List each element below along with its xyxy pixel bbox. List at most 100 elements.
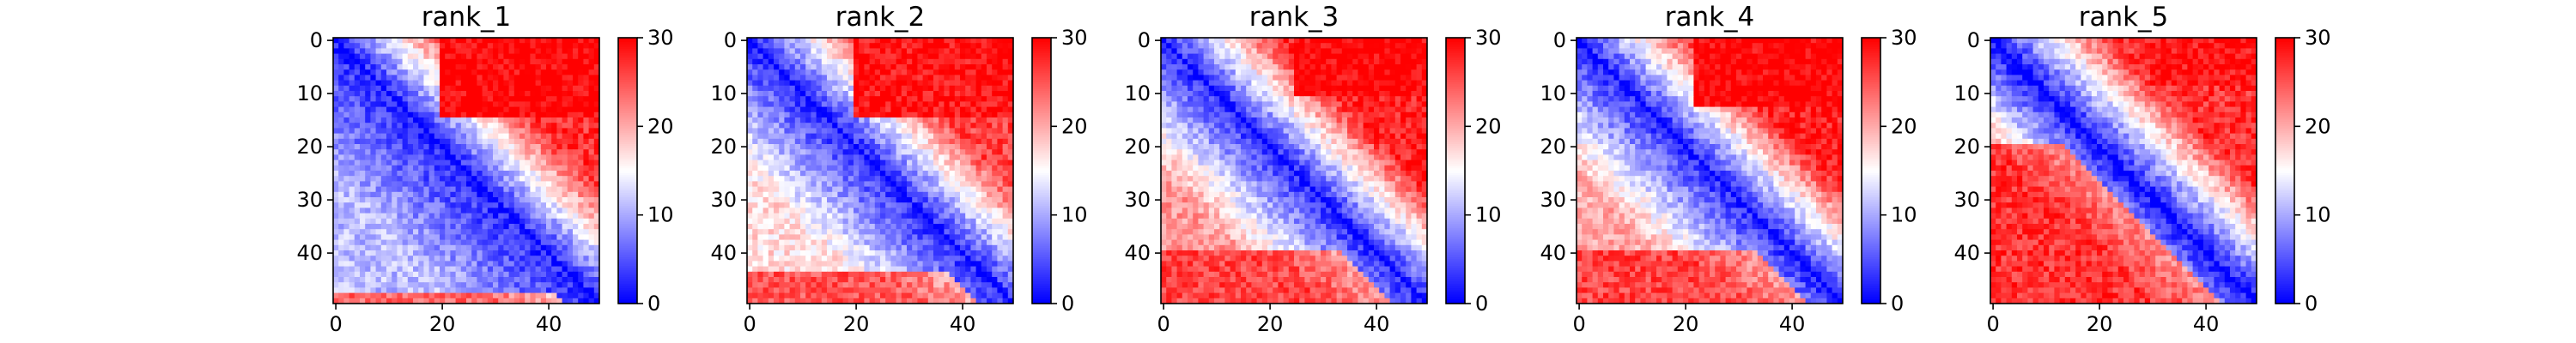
heatmap-cell (423, 176, 430, 182)
heatmap-cell (460, 106, 467, 113)
heatmap-cell (360, 202, 366, 208)
heatmap-cell (360, 165, 366, 172)
heatmap-cell (556, 43, 563, 49)
heatmap-cell (864, 96, 871, 102)
heatmap-cell (784, 171, 791, 177)
heatmap-cell (440, 181, 446, 188)
heatmap-cell (508, 191, 515, 198)
heatmap-cell (827, 171, 833, 177)
heatmap-cell (757, 69, 764, 75)
heatmap-cell (864, 191, 871, 198)
heatmap-cell (880, 191, 886, 198)
heatmap-cell (562, 250, 568, 256)
heatmap-cell (583, 261, 590, 268)
heatmap-cell (525, 38, 531, 44)
heatmap-cell (912, 202, 918, 208)
heatmap-cell (455, 266, 462, 273)
heatmap-cell (445, 159, 451, 166)
heatmap-cell (933, 250, 939, 256)
heatmap-cell (434, 149, 440, 155)
heatmap-cell (805, 176, 811, 182)
colorbar-step (618, 112, 637, 117)
heatmap-cell (503, 149, 510, 155)
heatmap-cell (907, 224, 913, 230)
heatmap-cell (556, 69, 563, 75)
heatmap-cell (428, 186, 435, 193)
heatmap-cell (970, 96, 977, 102)
heatmap-cell (380, 58, 387, 65)
heatmap-cell (789, 96, 796, 102)
heatmap-cell (397, 298, 404, 304)
heatmap-cell (556, 58, 563, 65)
heatmap-cell (493, 38, 499, 44)
heatmap-cell (975, 64, 982, 70)
heatmap-cell (455, 277, 462, 283)
heatmap-cell (762, 69, 769, 75)
heatmap-cell (407, 191, 414, 198)
colorbar-step (618, 219, 637, 223)
heatmap-cell (493, 197, 499, 203)
heatmap-cell (407, 149, 414, 155)
heatmap-cell (434, 101, 440, 108)
heatmap-cell (513, 48, 520, 55)
heatmap-cell (588, 123, 595, 129)
heatmap-cell (842, 282, 849, 288)
heatmap-cell (805, 266, 811, 273)
heatmap-cell (333, 53, 339, 60)
heatmap-cell (954, 149, 961, 155)
heatmap-cell (859, 58, 865, 65)
heatmap-cell (455, 191, 462, 198)
heatmap-cell (827, 213, 833, 220)
heatmap-cell (954, 250, 961, 256)
heatmap-cell (434, 144, 440, 150)
heatmap-cell (784, 149, 791, 155)
heatmap-cell (854, 117, 860, 123)
heatmap-cell (365, 43, 371, 49)
heatmap-cell (805, 106, 811, 113)
heatmap-cell (333, 106, 339, 113)
heatmap-cell (440, 191, 446, 198)
heatmap-cell (837, 271, 844, 278)
heatmap-cell (816, 123, 823, 129)
heatmap-cell (540, 239, 547, 246)
heatmap-cell (885, 165, 891, 172)
colorbar-step (618, 119, 637, 123)
heatmap-cell (440, 287, 446, 294)
heatmap-cell (827, 133, 833, 140)
heatmap-cell (816, 149, 823, 155)
heatmap-cell (551, 123, 557, 129)
heatmap-cell (960, 277, 966, 283)
heatmap-cell (440, 58, 446, 65)
heatmap-cell (779, 186, 785, 193)
heatmap-cell (975, 58, 982, 65)
heatmap-cell (365, 234, 371, 241)
heatmap-cell (917, 75, 924, 81)
heatmap-cell (360, 181, 366, 188)
heatmap-cell (784, 117, 791, 123)
heatmap-cell (774, 144, 780, 150)
heatmap-cell (567, 75, 574, 81)
heatmap-cell (434, 138, 440, 145)
heatmap-cell (821, 75, 828, 81)
heatmap-cell (525, 287, 531, 294)
heatmap-cell (827, 69, 833, 75)
heatmap-cell (933, 144, 939, 150)
heatmap-cell (487, 181, 494, 188)
heatmap-cell (922, 91, 929, 97)
heatmap-cell (939, 271, 945, 278)
heatmap-cell (567, 43, 574, 49)
heatmap-cell (440, 271, 446, 278)
heatmap-cell (593, 234, 600, 241)
heatmap-cell (1007, 266, 1014, 273)
heatmap-cell (917, 96, 924, 102)
heatmap-cell (992, 149, 998, 155)
heatmap-cell (757, 229, 764, 235)
heatmap-cell (816, 75, 823, 81)
heatmap-cell (864, 271, 871, 278)
heatmap-cell (854, 256, 860, 262)
heatmap-cell (768, 239, 775, 246)
heatmap-cell (338, 165, 344, 172)
heatmap-cell (917, 250, 924, 256)
heatmap-cell (827, 181, 833, 188)
heatmap-cell (503, 128, 510, 135)
